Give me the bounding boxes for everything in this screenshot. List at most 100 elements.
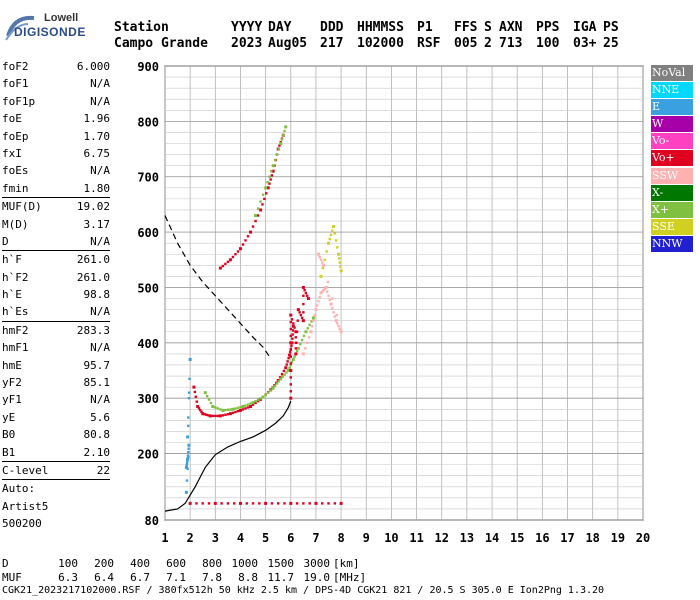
data-point: [279, 142, 283, 146]
data-point: [339, 501, 343, 505]
data-point: [304, 291, 308, 295]
data-point: [334, 239, 338, 242]
data-point: [283, 129, 286, 133]
data-point: [316, 252, 320, 256]
x-tick-label: 1: [161, 531, 168, 545]
param-row: C-level 22: [2, 462, 110, 479]
data-point: [199, 408, 202, 412]
parameters-panel: foF2 6.000 foF1 N/A foF1p N/A foE 1.96 foEp 1.70 f…: [2, 58, 110, 533]
data-point: [187, 455, 190, 459]
data-point: [256, 398, 260, 402]
data-point: [301, 319, 305, 323]
data-point: [301, 285, 305, 289]
data-point: [302, 334, 306, 338]
legend: NoVal NNE E W Vo- Vo+ SSW X- X+ SSE NNW: [651, 65, 693, 253]
param-name: foE: [2, 112, 22, 126]
electron-density-profile: [164, 400, 292, 512]
data-point: [236, 406, 240, 410]
legend-item: Vo+: [651, 150, 693, 167]
legend-item: Vo-: [651, 133, 693, 150]
d-value: [km]: [333, 557, 360, 570]
data-point: [207, 398, 211, 401]
d-value: 600: [166, 557, 186, 570]
data-point: [323, 287, 326, 291]
data-point: [331, 307, 334, 310]
data-point: [336, 246, 339, 249]
data-point: [300, 338, 304, 342]
auto-line: Auto:: [2, 482, 36, 496]
data-point: [226, 260, 230, 264]
data-point: [316, 304, 319, 307]
data-point: [214, 406, 217, 409]
data-point: [271, 386, 275, 390]
param-value: N/A: [90, 305, 110, 319]
data-point: [302, 502, 305, 505]
data-point: [291, 329, 295, 332]
y-tick-label: 80: [145, 514, 159, 528]
auto-line: Artist5: [2, 499, 49, 513]
data-point: [327, 502, 330, 505]
param-name: yE: [2, 410, 16, 424]
data-point: [216, 407, 220, 410]
data-point: [288, 366, 291, 369]
data-point: [308, 502, 311, 505]
data-point: [261, 193, 265, 196]
x-tick-label: 18: [585, 531, 599, 545]
plot-frame: [164, 65, 644, 521]
param-row: hmE 95.7: [2, 357, 110, 374]
data-point: [238, 247, 242, 251]
data-point: [224, 262, 227, 266]
param-name: MUF(D): [2, 200, 42, 214]
header-value-iga: 03+: [573, 36, 597, 51]
data-point: [196, 405, 200, 408]
data-point: [268, 182, 271, 185]
x-tick-label: 4: [237, 531, 244, 545]
data-point: [332, 225, 336, 229]
data-point: [244, 239, 247, 242]
param-name: B1: [2, 445, 16, 459]
data-point: [195, 502, 198, 505]
data-point: [228, 412, 232, 416]
data-point: [317, 300, 320, 303]
data-point: [265, 192, 268, 195]
data-point: [228, 258, 232, 262]
data-point: [261, 395, 265, 399]
data-point: [289, 334, 292, 338]
data-point: [321, 290, 324, 293]
data-point: [188, 391, 191, 394]
data-point: [306, 327, 309, 330]
x-tick-label: 7: [312, 531, 319, 545]
data-point: [319, 291, 323, 295]
data-point: [269, 178, 272, 181]
data-point: [321, 502, 324, 505]
legend-item: NNW: [651, 235, 693, 252]
data-point: [306, 297, 310, 301]
y-tick-label: 300: [137, 392, 159, 406]
x-tick-label: 10: [384, 531, 398, 545]
x-tick-label: 2: [187, 531, 194, 545]
data-point: [295, 349, 299, 353]
data-point: [337, 252, 341, 256]
data-point: [208, 414, 212, 418]
auto-line: 500200: [2, 517, 42, 531]
data-point: [251, 401, 255, 405]
data-point: [293, 326, 296, 329]
param-name: h`F2: [2, 270, 29, 284]
param-value: 261.0: [76, 253, 110, 267]
x-tick-label: 15: [510, 531, 524, 545]
x-tick-label: 19: [611, 531, 625, 545]
data-point: [336, 322, 339, 325]
header-label-s: S: [484, 20, 492, 35]
data-point: [331, 297, 334, 300]
data-point: [287, 356, 290, 360]
data-point: [264, 186, 268, 190]
param-name: D: [2, 234, 9, 248]
param-row: h`E 98.8: [2, 286, 110, 303]
d-value: 200: [94, 557, 114, 570]
data-point: [333, 315, 337, 318]
data-point: [251, 502, 255, 505]
muf-row: MUF 6.3 6.4 6.7 7.1 7.8 8.8 11.7 19.0 [MHz]: [2, 571, 373, 585]
param-row: hmF1 N/A: [2, 339, 110, 356]
x-tick-label: 12: [435, 531, 449, 545]
data-point: [254, 400, 257, 403]
